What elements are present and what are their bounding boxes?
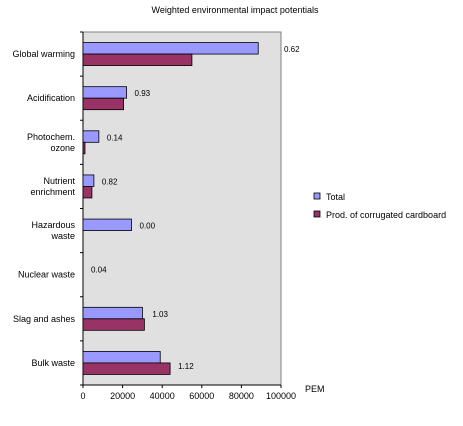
x-tick-label: 80000 [229, 391, 254, 401]
bar-total [82, 130, 100, 143]
bar-cardboard [82, 362, 171, 375]
x-tick-label: 0 [80, 391, 85, 401]
bar-total [82, 306, 143, 320]
legend-swatch [313, 210, 321, 218]
category-label: Hazardous waste [31, 220, 75, 241]
legend-label: Prod. of corrugated cardboard [326, 210, 446, 220]
bar-total [82, 351, 161, 364]
legend-swatch [313, 192, 321, 200]
category-label: Acidification [27, 93, 75, 103]
bar-total [82, 218, 132, 231]
x-tick-label: 20000 [110, 391, 135, 401]
bar-total [82, 174, 95, 187]
bar-total [82, 42, 259, 55]
chart-title: Weighted environmental impact potentials [152, 5, 319, 15]
category-label: Bulk waste [31, 358, 75, 368]
data-label: 1.12 [178, 362, 194, 371]
bar-cardboard [82, 141, 86, 155]
data-label: 0.82 [102, 177, 118, 186]
data-label: 0.62 [284, 45, 300, 54]
data-label: 1.03 [152, 310, 168, 319]
bar-cardboard [82, 53, 193, 66]
legend-label: Total [326, 192, 345, 202]
x-tick-label: 100000 [266, 391, 296, 401]
plot-area [82, 31, 282, 386]
bar-cardboard [82, 318, 145, 331]
data-label: 0.14 [107, 133, 123, 142]
category-label: Slag and ashes [13, 314, 76, 324]
category-label: Photochem. ozone [27, 132, 75, 153]
data-label: 0.04 [91, 266, 107, 275]
category-label: Nutrient enrichment [30, 176, 75, 197]
x-tick-label: 40000 [150, 391, 175, 401]
bar-cardboard [82, 97, 124, 111]
data-label: 0.93 [135, 89, 151, 98]
bar-cardboard [82, 186, 93, 199]
data-label: 0.00 [140, 222, 156, 231]
legend: Total Prod. of corrugated cardboard [313, 192, 446, 220]
x-tick-label: 60000 [189, 391, 214, 401]
x-axis-label: PEM [305, 384, 325, 394]
bar-total [82, 86, 127, 99]
category-label: Nuclear waste [18, 270, 75, 280]
category-label: Global warming [12, 49, 75, 59]
